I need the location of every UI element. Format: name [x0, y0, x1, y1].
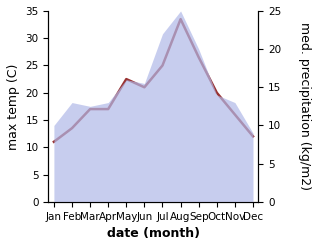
X-axis label: date (month): date (month): [107, 227, 200, 240]
Y-axis label: med. precipitation (kg/m2): med. precipitation (kg/m2): [298, 22, 311, 190]
Y-axis label: max temp (C): max temp (C): [7, 63, 20, 149]
